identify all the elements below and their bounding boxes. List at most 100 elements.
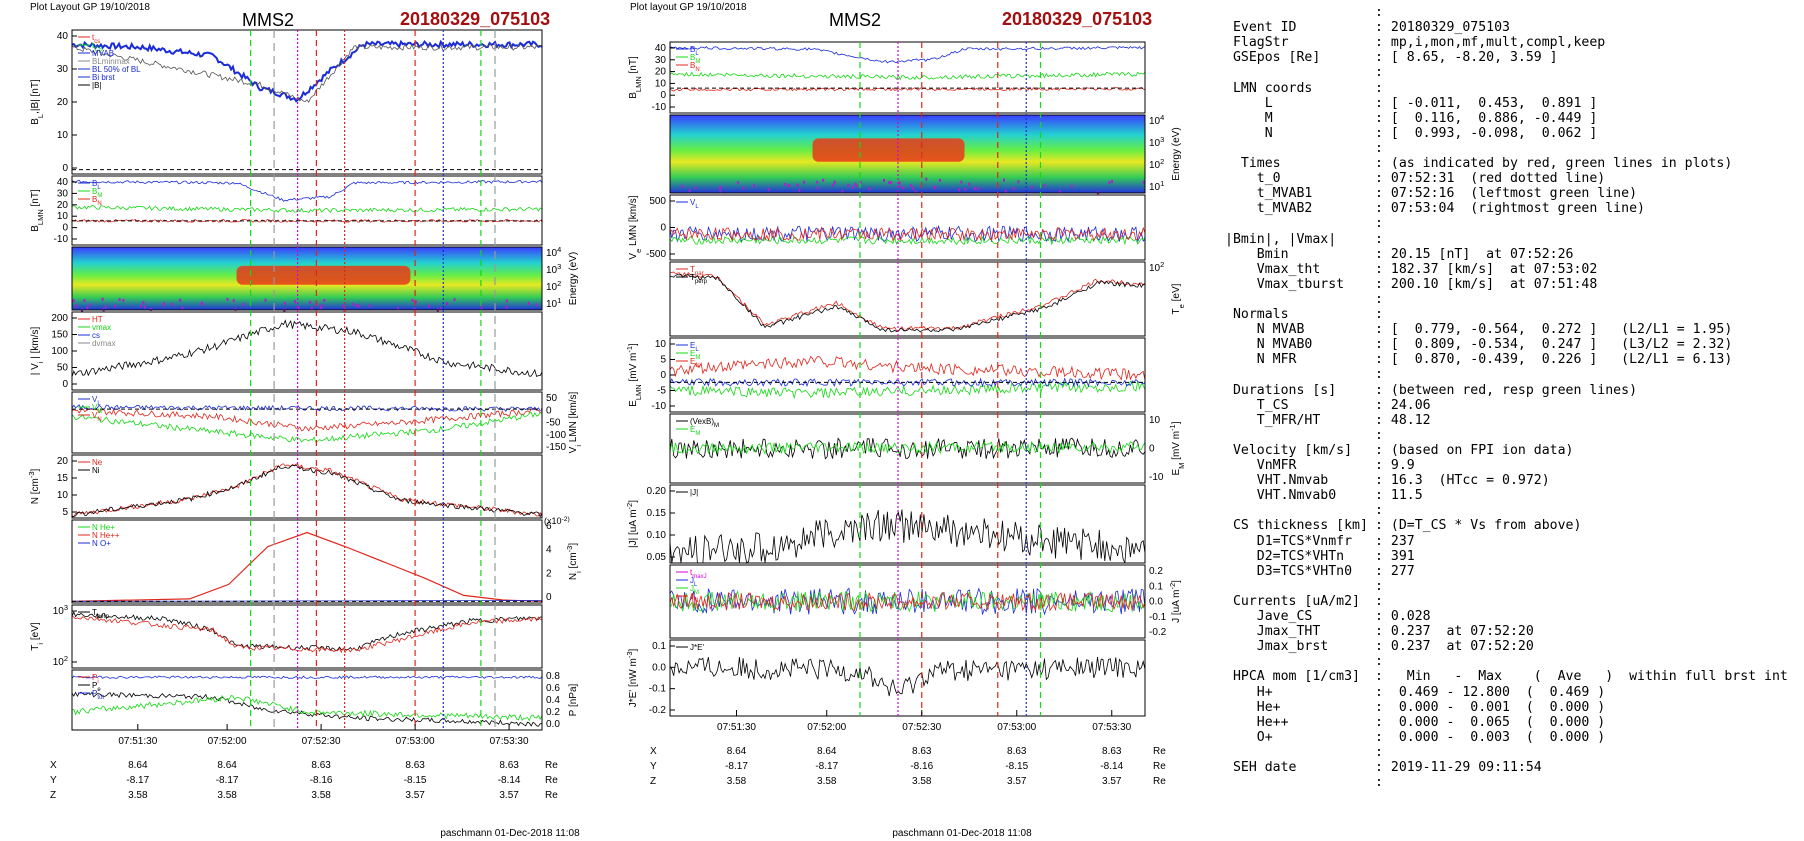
panel-frame [669,484,1146,564]
spectrogram-speckle [162,303,165,307]
legend-entry: Tperp [690,273,708,285]
position-label-z: Z [650,776,656,787]
y-tick-label: -10 [54,234,69,245]
y-tick-label: 10 [57,490,69,501]
right-axis-scale: (x10-2) [544,516,570,527]
satellite-title: MMS2 [829,10,881,30]
panel-frame [71,669,543,731]
legend-entry: JM [690,584,699,596]
spectrogram-speckle [1070,184,1073,188]
y-tick-label: 20 [57,200,69,211]
summary-value: : [ 0.779, -0.564, 0.272 ] (L2/L1 = 1.95… [1375,322,1733,338]
spectrogram-speckle [767,188,770,192]
spectrogram-speckle [784,182,787,186]
y-tick-label: 0.1 [652,641,666,652]
y-tick-label: 5 [660,355,666,366]
right-axis-label: Te [eV] [1171,283,1186,314]
summary-value: : mp,i,mon,mf,mult,compl,keep [1375,35,1606,51]
spectrogram-speckle [868,187,871,191]
spectrogram-speckle [847,183,850,187]
legend-entry: N He+ [92,523,115,532]
y-tick-label: -10 [652,401,667,412]
position-value: 8.64 [128,760,148,771]
spectrogram-speckle [1003,178,1006,182]
summary-value: : 11.5 [1375,488,1423,504]
right-tick-label: 102 [1149,157,1164,172]
panel-je: 0.1 0.0 -0.1 -0.2 J*E' [nW m-3] J*E' [625,639,1146,717]
position-value: 3.57 [1102,776,1122,787]
plot-layout-label: Plot layout GP 19/10/2018 [630,2,747,13]
y-axis-label: J*E' [nW m-3] [625,648,640,707]
y-tick-label: 50 [57,363,69,374]
summary-value: : [1375,593,1383,609]
summary-value: : 277 [1375,563,1415,579]
event-summary-panel: : Event ID: 20180329_075103 FlagStr: mp,… [1225,6,1795,790]
summary-value: : [1375,65,1383,81]
time-tick-label: 07:53:00 [997,722,1036,733]
summary-line: FlagStr: mp,i,mon,mf,mult,compl,keep [1225,36,1605,50]
summary-line: : [1225,291,1383,307]
summary-line: GSEpos [Re]: [ 8.65, -8.20, 3.59 ] [1225,51,1558,65]
summary-value: : [1375,654,1383,670]
time-tick-label: 07:53:30 [490,736,529,747]
right-tick-label: -10 [1149,472,1164,483]
summary-line: VHT.Nmvab0 : 11.5 [1225,489,1423,503]
summary-line: Jmax_brst: 0.237 at 07:52:20 [1225,640,1534,654]
y-tick-label: 0.10 [647,530,667,541]
footer-credit: paschmann 01-Dec-2018 11:08 [440,828,580,839]
event-id-title: 20180329_075103 [1002,9,1152,29]
summary-value: : 07:53:04 (rightmost green line) [1375,201,1645,217]
spectrogram-speckle [833,180,836,184]
spectrogram-speckle [859,181,862,185]
summary-value: : [1375,291,1383,307]
summary-line: He++: 0.000 - 0.065 ( 0.000 ) [1225,715,1606,730]
summary-key: Event ID [1225,20,1297,36]
left-figure: Plot Layout GP 19/10/2018 MMS2 20180329_07… [27,2,583,839]
summary-line: Jave_CS: 0.028 [1225,610,1431,624]
summary-value: : [1375,503,1383,519]
position-value: -8.16 [910,761,933,772]
series-ti-1 [71,615,543,654]
panel-frame [71,391,543,454]
summary-key: Jmax_THT [1225,624,1321,640]
spectrogram-hot-band [236,265,411,285]
summary-line: : [1225,66,1383,80]
spectrogram-speckle [413,307,416,311]
satellite-title: MMS2 [242,10,294,30]
series-ti-0 [71,611,543,652]
summary-key: N MVAB [1225,322,1305,338]
series-em-0 [669,437,1146,460]
summary-line: : [1225,6,1383,20]
legend-entry: BN [690,61,700,73]
series-elmn-1 [669,380,1146,400]
legend-entry: tmaxJ [690,568,707,580]
summary-value: : [1375,427,1383,443]
spectrogram-speckle [310,306,313,310]
y-axis-label: Ti [eV] [30,622,45,651]
right-tick-label: 6 [546,521,552,532]
spectrogram-speckle [527,301,530,305]
panel-frame [669,413,1146,484]
summary-line: : [1225,427,1383,443]
summary-key: Durations [s] [1225,382,1337,398]
summary-line: Velocity [km/s]: (based on FPI ion data) [1225,442,1574,458]
legend-entry: (VexB)M [690,417,719,429]
spectrogram-speckle [368,304,371,308]
y-tick-label: 500 [649,196,666,207]
summary-key: VHT.Nmvab0 [1225,488,1337,504]
panel-frame [71,246,543,311]
right-tick-label: 103 [1149,135,1164,150]
spectrogram-speckle [72,299,75,303]
y-tick-label: 0 [660,223,666,234]
spectrogram-speckle [742,186,745,190]
summary-key: Velocity [km/s] [1225,442,1353,458]
right-tick-label: 10 [1149,415,1161,426]
spectrogram-speckle [101,297,104,301]
series-p-2 [71,694,543,722]
spectrogram-speckle [122,298,125,302]
